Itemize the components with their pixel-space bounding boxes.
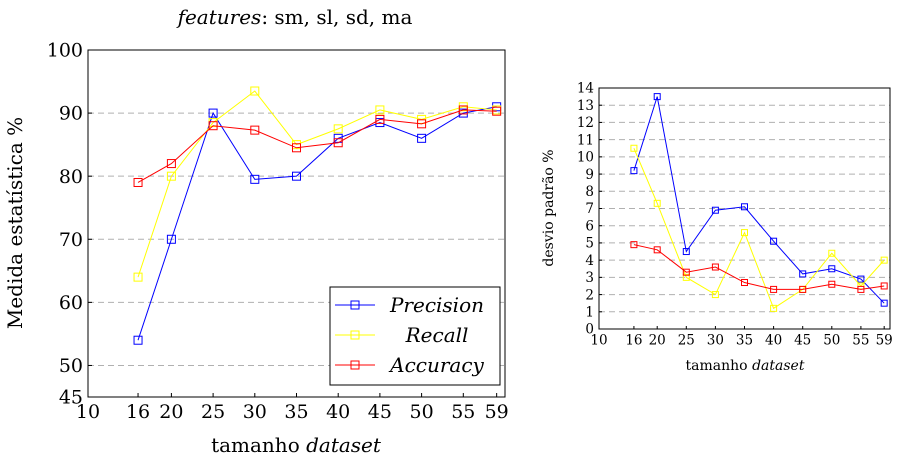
right-x-tick-label: 59 [876,333,893,349]
left-x-tick-label: 16 [126,401,150,423]
right-y-tick-label: 2 [585,287,594,303]
right-grid [599,105,890,312]
left-x-tick-label: 10 [76,401,100,423]
right-x-tick-label: 30 [707,333,724,349]
left-y-tick-label: 100 [47,40,83,62]
right-y-tick-label: 8 [585,184,594,200]
right-y-tick-label: 1 [585,305,594,321]
left-x-tick-label: 55 [451,401,475,423]
left-x-tick-label: 50 [410,401,434,423]
right-y-tick-label: 14 [577,81,594,97]
right-x-tick-label: 45 [794,333,811,349]
legend-label-precision: Precision [389,293,484,317]
right-x-tick-label: 10 [590,333,607,349]
left-x-tick-label: 45 [368,401,392,423]
legend-label-accuracy: Accuracy [388,353,484,377]
right-y-tick-label: 11 [577,132,594,148]
legend: Precision Recall Accuracy [330,287,500,385]
legend-label-recall: Recall [405,323,469,347]
left-y-axis-label: Medida estatística % [3,117,27,329]
left-y-tick-label: 60 [59,292,83,314]
right-y-tick-label: 13 [577,98,594,114]
right-x-tick-label: 25 [678,333,695,349]
left-x-axis-label: tamanho dataset [211,433,382,457]
right-x-tick-label: 35 [736,333,753,349]
right-x-tick-label: 16 [625,333,642,349]
right-y-axis-label: desvio padrão % [541,149,557,266]
right-x-axis-label: tamanho dataset [686,358,805,374]
right-series-line-accuracy [634,245,884,290]
right-x-tick-label: 50 [823,333,840,349]
left-x-tick-label: 59 [485,401,509,423]
right-series-line-precision [634,97,884,304]
right-x-tick-label: 40 [765,333,782,349]
left-y-tick-label: 80 [59,166,83,188]
left-y-tick-label: 50 [59,355,83,377]
left-x-tick-label: 35 [284,401,308,423]
left-chart: 45 50 60 70 80 90 100 10 16 20 25 30 35 40 45 50 55 59 ta… [3,40,509,457]
right-y-tick-label: 5 [585,236,594,252]
left-series-line-recall [138,91,497,277]
left-y-tick-label: 70 [59,229,83,251]
right-x-tick-label: 55 [852,333,869,349]
right-y-tick-label: 12 [577,115,594,131]
right-y-tick-label: 3 [585,270,594,286]
right-y-tick-label: 4 [585,253,594,269]
right-y-tick-label: 6 [585,218,594,234]
left-x-tick-label: 30 [243,401,267,423]
left-y-tick-label: 90 [59,103,83,125]
right-y-tick-label: 7 [585,201,594,217]
right-series [631,94,887,312]
left-x-tick-label: 40 [326,401,350,423]
left-x-tick-label: 20 [159,401,183,423]
left-series-line-accuracy [138,110,497,183]
left-x-tick-label: 25 [201,401,225,423]
right-y-tick-label: 9 [585,167,594,183]
left-chart-title: features: sm, sl, sd, ma [176,5,413,29]
right-y-tick-label: 10 [577,150,594,166]
right-x-tick-label: 20 [649,333,666,349]
